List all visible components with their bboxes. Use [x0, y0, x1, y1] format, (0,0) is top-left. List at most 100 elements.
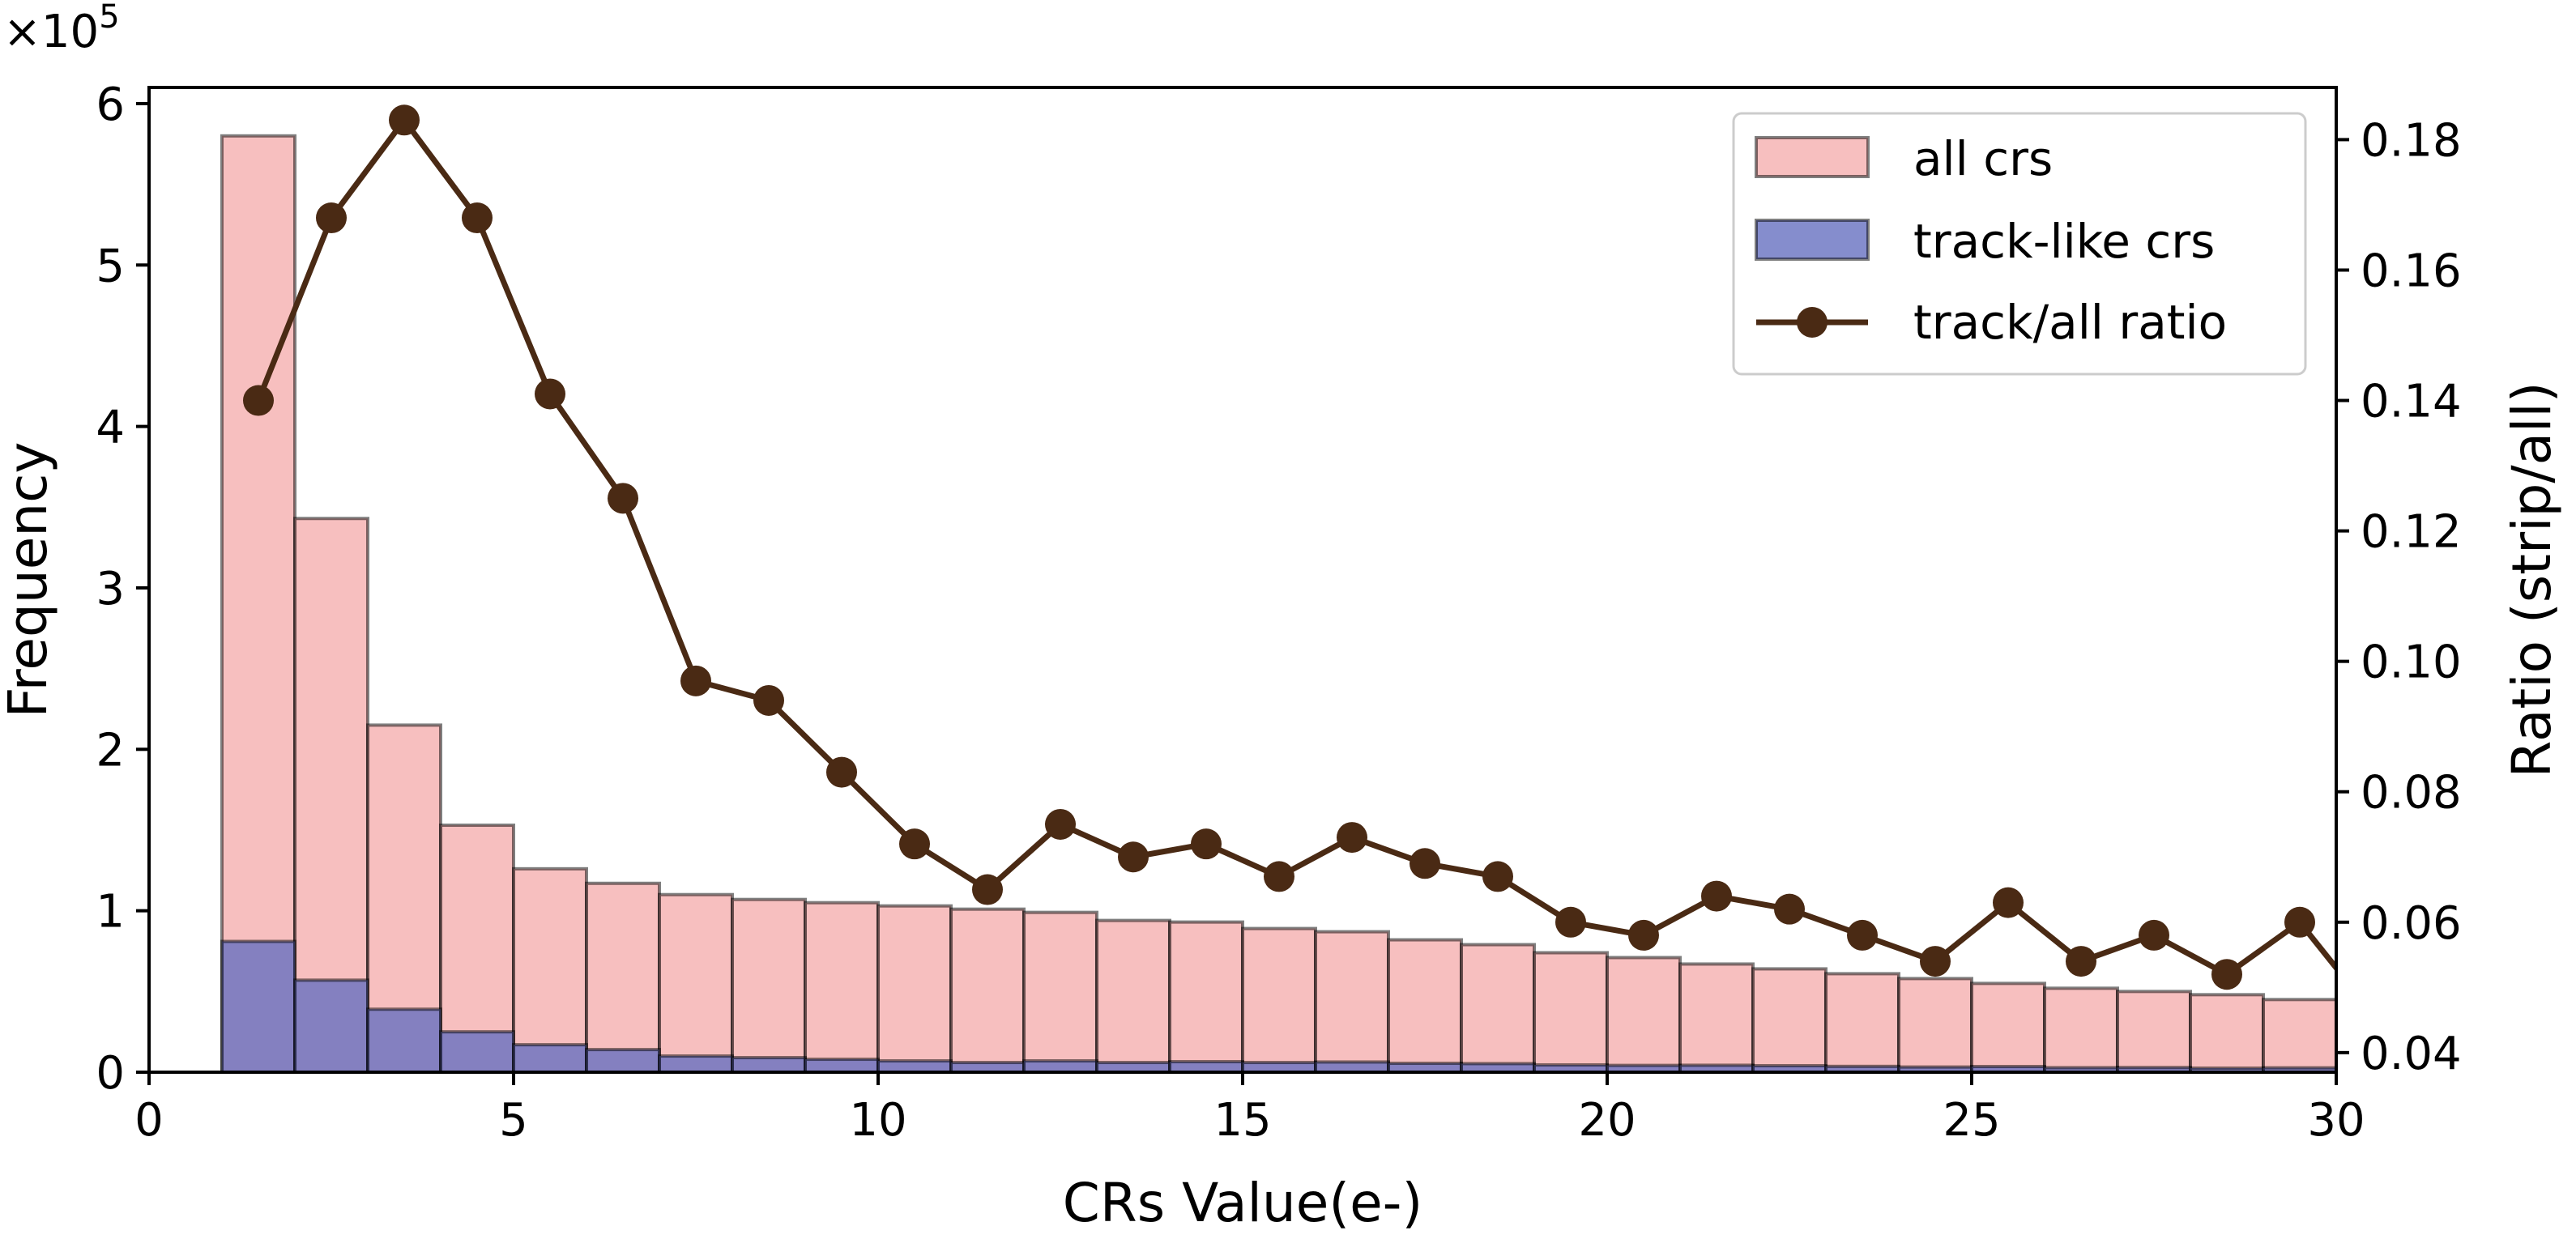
track-like-bar: [804, 1058, 880, 1072]
y-tick-label: 6: [96, 79, 125, 131]
track-like-bar: [1022, 1059, 1098, 1072]
ratio-point: [1847, 919, 1878, 951]
y-tick-label: 5: [96, 240, 125, 292]
ratio-point: [1337, 822, 1367, 854]
all-crs-bar: [1824, 972, 1900, 1072]
track-like-bar: [293, 978, 369, 1072]
track-like-bar: [439, 1030, 515, 1072]
ratio-point: [1628, 919, 1659, 951]
ratio-point: [899, 828, 930, 860]
ratio-point: [462, 202, 493, 234]
all-crs-bar: [804, 901, 880, 1072]
all-crs-bar: [876, 904, 953, 1072]
legend-swatch-track-like-crs: [1755, 219, 1870, 261]
legend-frame: [1732, 112, 2307, 376]
ratio-point: [1555, 906, 1586, 938]
all-crs-bar: [2116, 990, 2192, 1072]
x-tick-label: 15: [1213, 1094, 1271, 1147]
ratio-point: [535, 378, 565, 410]
y2-tick-label: 0.06: [2361, 897, 2462, 950]
ratio-point: [2211, 959, 2242, 990]
track-like-bar: [731, 1056, 807, 1072]
legend-label-all-crs: all crs: [1913, 131, 2053, 186]
all-crs-bar: [1751, 967, 1828, 1072]
all-crs-bar: [1606, 956, 1682, 1072]
x-tick-label: 0: [134, 1094, 164, 1147]
legend-label-ratio: track/all ratio: [1913, 295, 2227, 350]
y2-tick-label: 0.16: [2361, 245, 2462, 297]
ratio-point: [243, 385, 274, 416]
ratio-line-series: [243, 104, 2388, 1029]
y-tick-label: 3: [96, 563, 125, 615]
ratio-point: [2066, 946, 2096, 977]
all-crs-bar: [1460, 943, 1536, 1072]
ratio-point: [608, 483, 638, 514]
y2-tick-label: 0.18: [2361, 114, 2462, 167]
ratio-point: [316, 202, 347, 234]
all-crs-bar: [1022, 910, 1098, 1072]
ratio-point: [1045, 808, 1076, 840]
all-crs-bar: [1241, 926, 1317, 1072]
track-like-bar: [220, 939, 296, 1072]
all-crs-bar: [2043, 986, 2119, 1072]
all-crs-bar: [1168, 920, 1244, 1072]
all-crs-bar: [658, 892, 734, 1072]
ratio-point: [1993, 887, 2024, 918]
y2-tick-label: 0.12: [2361, 506, 2462, 559]
legend-marker-ratio: [1797, 307, 1828, 338]
ratio-point: [753, 684, 784, 716]
all-crs-bar: [1678, 962, 1755, 1072]
ratio-point: [680, 665, 711, 696]
y2-tick-label: 0.10: [2361, 637, 2462, 689]
all-crs-bar: [1897, 977, 1973, 1072]
ratio-point: [1410, 848, 1440, 879]
ratio-point: [1774, 893, 1805, 925]
ratio-point: [2139, 919, 2169, 951]
ratio-point: [2284, 906, 2315, 938]
y2-tick-label: 0.08: [2361, 767, 2462, 820]
y2-axis-ticks: 0.04 0.06 0.08 0.10 0.12 0.14 0.16 0.18: [2336, 114, 2462, 1080]
y2-axis-label: Ratio (strip/all): [2501, 382, 2563, 778]
ratio-point: [389, 104, 420, 136]
y-multiplier-exponent: 5: [99, 0, 119, 36]
x-tick-label: 10: [849, 1094, 906, 1147]
track-like-bar: [658, 1054, 734, 1072]
y-tick-label: 4: [96, 402, 125, 454]
y2-tick-label: 0.04: [2361, 1028, 2462, 1080]
y-tick-label: 0: [96, 1047, 125, 1100]
track-like-bar: [585, 1048, 661, 1072]
track-like-bar: [366, 1007, 442, 1072]
all-crs-bar: [1095, 918, 1171, 1072]
all-crs-bar: [220, 134, 296, 1072]
ratio-line: [255, 117, 2336, 977]
all-crs-bar: [1314, 930, 1390, 1072]
ratio-point: [2357, 998, 2388, 1029]
all-crs-bar: [585, 881, 661, 1072]
y-axis-multiplier: ×105: [3, 0, 120, 58]
legend: all crs track-like crs track/all ratio: [1732, 112, 2307, 376]
ratio-point: [826, 756, 857, 788]
y-tick-label: 1: [96, 886, 125, 939]
legend-swatch-all-crs: [1755, 136, 1870, 178]
ratio-point: [1191, 828, 1222, 860]
y-axis-ticks: 0 1 2 3 4 5 6: [96, 79, 149, 1100]
ratio-point: [972, 874, 1003, 905]
ratio-point: [1264, 861, 1294, 892]
all-crs-bar: [731, 897, 807, 1072]
y-multiplier-base: ×10: [3, 6, 99, 58]
ratio-point: [1482, 861, 1513, 892]
y-tick-label: 2: [96, 724, 125, 777]
all-crs-bar: [1533, 951, 1609, 1072]
all-crs-bar: [2189, 993, 2265, 1072]
all-crs-bar: [1970, 981, 2046, 1072]
all-crs-bar: [1387, 938, 1463, 1072]
ratio-point: [1118, 841, 1149, 873]
ratio-point: [1920, 946, 1951, 977]
x-tick-label: 5: [499, 1094, 528, 1147]
ratio-point: [1701, 880, 1732, 912]
y-axis-label: Frequency: [0, 442, 59, 718]
x-tick-label: 25: [1943, 1094, 2000, 1147]
y2-tick-label: 0.14: [2361, 376, 2462, 428]
x-axis-label: CRs Value(e-): [1063, 1172, 1422, 1234]
